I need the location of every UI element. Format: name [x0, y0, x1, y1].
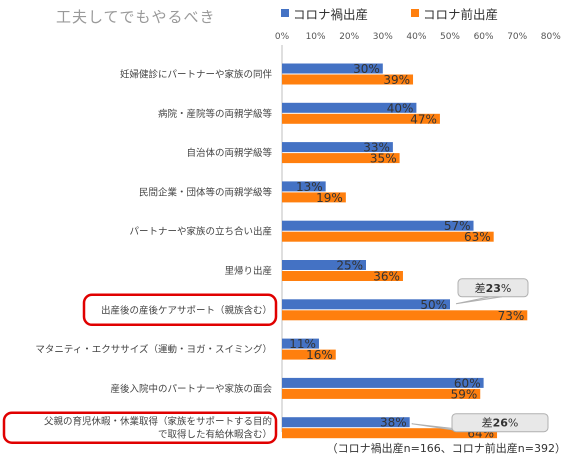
legend-label-covid: コロナ禍出産: [293, 6, 369, 22]
bar-covid: [282, 338, 319, 349]
category-label: 妊婦健診にパートナーや家族の同伴: [120, 69, 273, 81]
value-label-covid: 38%: [380, 416, 407, 430]
legend-item-covid: コロナ禍出産: [281, 6, 369, 22]
bar-covid: [282, 102, 417, 113]
value-label-covid: 25%: [336, 259, 363, 273]
value-label-precovid: 36%: [373, 270, 400, 284]
value-label-precovid: 73%: [498, 309, 525, 323]
x-tick-label: 70%: [507, 32, 527, 42]
value-label-precovid: 16%: [306, 348, 333, 362]
bar-precovid: [282, 74, 414, 85]
value-label-covid: 30%: [353, 62, 380, 76]
chart-title: 工夫してでもやるべき: [56, 8, 216, 26]
category-label: パートナーや家族の立ち合い出産: [129, 226, 272, 238]
value-label-precovid: 63%: [464, 230, 491, 244]
value-label-covid: 33%: [363, 141, 390, 155]
value-label-covid: 13%: [296, 180, 323, 194]
callout-text: 差26%: [482, 416, 519, 430]
bar-covid: [282, 417, 410, 428]
x-tick-label: 30%: [373, 32, 393, 42]
callout-text: 差23%: [475, 281, 512, 295]
legend-item-precovid: コロナ前出産: [411, 6, 499, 22]
value-label-covid: 57%: [444, 219, 471, 233]
value-label-precovid: 35%: [370, 152, 397, 166]
callout-pointer: [455, 296, 503, 305]
category-label: 民間企業・団体等の両親学級等: [139, 186, 273, 198]
x-tick-label: 10%: [306, 32, 326, 42]
bar-precovid: [282, 113, 440, 124]
category-highlight-box: [2, 411, 278, 444]
x-tick-label: 60%: [474, 32, 494, 42]
value-label-precovid: 59%: [451, 387, 478, 401]
bar-covid: [282, 142, 393, 153]
category-label: 里帰り出産: [224, 265, 272, 277]
category-label: 産後入院中のパートナーや家族の面会: [110, 383, 272, 395]
legend-swatch-precovid: [411, 9, 419, 17]
value-label-precovid: 19%: [316, 191, 343, 205]
value-label-covid: 50%: [420, 298, 447, 312]
callout-box: [457, 278, 529, 298]
bar-precovid: [282, 428, 498, 439]
bar-covid: [282, 260, 366, 270]
legend-swatch-covid: [281, 9, 289, 17]
category-highlight-box: [82, 293, 278, 327]
x-tick-label: 80%: [541, 32, 561, 42]
bar-precovid: [282, 153, 400, 164]
bar-precovid: [282, 271, 403, 281]
bar-covid: [282, 181, 326, 192]
x-tick-label: 50%: [440, 32, 460, 42]
bar-covid: [282, 299, 450, 310]
value-label-covid: 11%: [289, 337, 316, 351]
legend-label-precovid: コロナ前出産: [423, 6, 499, 22]
bar-covid: [282, 377, 484, 388]
bar-covid: [282, 63, 383, 74]
value-label-precovid: 47%: [410, 112, 437, 126]
x-tick-label: 20%: [339, 32, 359, 42]
value-label-precovid: 39%: [383, 73, 410, 87]
category-label-line1: 父親の育児休暇・休業取得（家族をサポートする目的: [44, 416, 272, 428]
value-label-covid: 60%: [454, 376, 481, 390]
category-label: 出産後の産後ケアサポート（親族含む）: [101, 304, 272, 316]
category-label: マタニティ・エクササイズ（運動・ヨガ・スイミング）: [35, 344, 272, 356]
category-label: 自治体の両親学級等: [186, 147, 272, 159]
bar-precovid: [282, 192, 346, 203]
footnote: （コロナ禍出産n=166、コロナ前出産n=392）: [326, 442, 566, 455]
bar-precovid: [282, 388, 481, 399]
category-label: 病院・産院等の両親学級等: [158, 108, 273, 120]
callout-box: [451, 413, 549, 433]
value-label-covid: 40%: [387, 101, 414, 115]
bar-precovid: [282, 231, 494, 242]
category-label-line2: で取得した有給休暇含む）: [158, 429, 272, 441]
bar-covid: [282, 220, 474, 231]
x-tick-label: 40%: [406, 32, 426, 42]
x-tick-label: 0%: [275, 32, 290, 42]
bar-precovid: [282, 310, 528, 321]
bar-precovid: [282, 349, 336, 360]
